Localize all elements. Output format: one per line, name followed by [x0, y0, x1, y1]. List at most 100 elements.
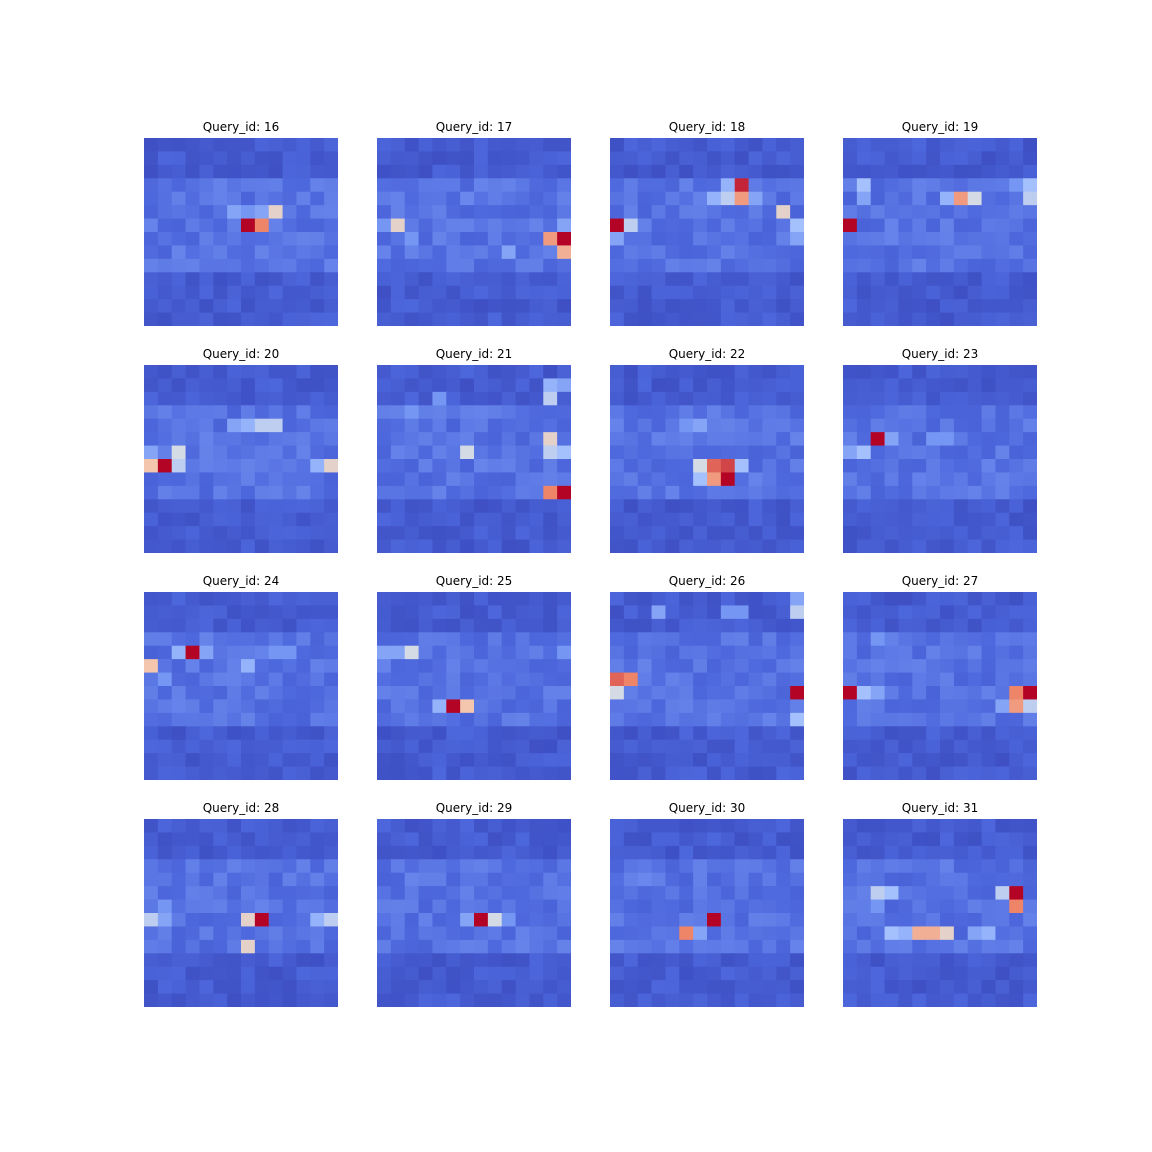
- heatmap-cell: [1023, 993, 1037, 1007]
- heatmap-cell: [1009, 645, 1024, 660]
- heatmap-cell: [377, 939, 392, 954]
- heatmap-cell: [720, 980, 736, 995]
- heatmap-cell: [981, 753, 996, 768]
- heatmap-cell: [1009, 739, 1024, 754]
- heatmap-cell: [474, 232, 489, 246]
- heatmap-cell: [171, 391, 187, 406]
- heatmap-cell: [679, 272, 694, 287]
- heatmap-cell: [856, 365, 872, 379]
- heatmap-cell: [282, 285, 297, 300]
- heatmap-cell: [940, 512, 955, 527]
- heatmap-cell: [762, 391, 777, 406]
- heatmap-cell: [720, 953, 736, 968]
- heatmap-cell: [446, 164, 461, 179]
- heatmap-cell: [693, 645, 708, 660]
- heatmap-image: [843, 365, 1037, 553]
- heatmap-cell: [515, 699, 530, 714]
- heatmap-cell: [1009, 618, 1024, 633]
- heatmap-cell: [734, 258, 750, 273]
- heatmap-cell: [995, 845, 1010, 860]
- heatmap-cell: [324, 886, 338, 901]
- heatmap-cell: [404, 178, 420, 193]
- heatmap-cell: [693, 245, 708, 260]
- heatmap-cell: [529, 272, 544, 287]
- heatmap-cell: [720, 391, 736, 406]
- heatmap-cell: [254, 218, 270, 233]
- heatmap-cell: [390, 245, 406, 260]
- heatmap-cell: [543, 618, 558, 633]
- heatmap-cell: [623, 405, 639, 420]
- heatmap-cell: [720, 218, 736, 233]
- heatmap-cell: [926, 285, 941, 300]
- heatmap-cell: [144, 485, 159, 500]
- heatmap-cell: [967, 378, 983, 393]
- heatmap-cell: [227, 365, 242, 379]
- heatmap-cell: [776, 832, 791, 847]
- heatmap-cell: [171, 699, 187, 714]
- heatmap-cell: [843, 432, 858, 447]
- heatmap-cell: [557, 485, 571, 500]
- heatmap-cell: [940, 592, 955, 606]
- heatmap-cell: [268, 712, 284, 727]
- heatmap-cell: [843, 819, 858, 833]
- heatmap-cell: [390, 953, 406, 968]
- heatmap-cell: [776, 218, 791, 233]
- heatmap-cell: [213, 832, 228, 847]
- heatmap-cell: [501, 712, 517, 727]
- heatmap-cell: [610, 445, 625, 460]
- heatmap-cell: [282, 712, 297, 727]
- heatmap-cell: [157, 632, 173, 647]
- heatmap-cell: [296, 191, 311, 206]
- heatmap-cell: [157, 405, 173, 420]
- heatmap-cell: [762, 966, 777, 981]
- heatmap-cell: [748, 365, 763, 379]
- heatmap-cell: [557, 966, 571, 981]
- heatmap-cell: [720, 726, 736, 741]
- heatmap-cell: [720, 365, 736, 379]
- heatmap-cell: [884, 539, 899, 553]
- heatmap-cell: [282, 618, 297, 633]
- heatmap-cell: [404, 966, 420, 981]
- heatmap-cell: [501, 632, 517, 647]
- heatmap-cell: [390, 686, 406, 700]
- heatmap-cell: [171, 872, 187, 887]
- heatmap-cell: [418, 872, 433, 887]
- heatmap-cell: [474, 205, 489, 220]
- heatmap-cell: [734, 872, 750, 887]
- heatmap-cell: [623, 418, 639, 433]
- heatmap-cell: [501, 365, 517, 379]
- heatmap-cell: [268, 739, 284, 754]
- heatmap-cell: [981, 899, 996, 914]
- heatmap-cell: [144, 258, 159, 273]
- heatmap-cell: [843, 699, 858, 714]
- heatmap-cell: [693, 686, 708, 700]
- heatmap-cell: [501, 378, 517, 393]
- panel-title: Query_id: 22: [668, 347, 746, 361]
- heatmap-cell: [543, 151, 558, 166]
- heatmap-cell: [310, 645, 325, 660]
- heatmap-cell: [898, 819, 913, 833]
- heatmap-cell: [953, 312, 969, 326]
- heatmap-cell: [227, 832, 242, 847]
- heatmap-cell: [637, 845, 653, 860]
- heatmap-cell: [637, 632, 653, 647]
- heatmap-cell: [157, 218, 173, 233]
- heatmap-cell: [967, 672, 983, 687]
- heatmap-cell: [157, 953, 173, 968]
- heatmap-cell: [790, 980, 804, 995]
- heatmap-cell: [254, 512, 270, 527]
- heatmap-cell: [460, 699, 475, 714]
- heatmap-cell: [748, 391, 763, 406]
- heatmap-cell: [185, 232, 200, 246]
- heatmap-cell: [310, 285, 325, 300]
- heatmap-cell: [637, 605, 653, 620]
- heatmap-cell: [762, 178, 777, 193]
- heatmap-cell: [241, 365, 256, 379]
- heatmap-cell: [254, 472, 270, 487]
- heatmap-cell: [460, 526, 475, 541]
- heatmap-cell: [199, 872, 214, 887]
- heatmap-cell: [707, 459, 722, 473]
- heatmap-cell: [268, 299, 284, 314]
- heatmap-cell: [610, 872, 625, 887]
- heatmap-cell: [460, 272, 475, 287]
